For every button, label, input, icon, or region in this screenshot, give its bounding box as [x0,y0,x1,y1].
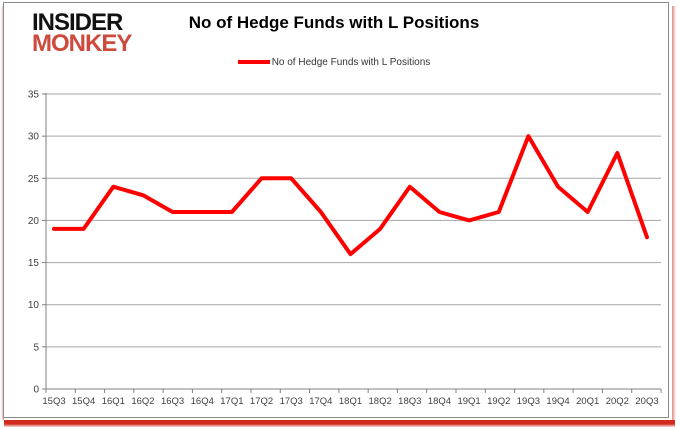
chart-card: INSIDER MONKEY No of Hedge Funds with L … [3,2,669,418]
x-axis-label-17Q3: 17Q3 [280,396,303,407]
x-axis-label-16Q1: 16Q1 [102,396,125,407]
x-axis-label-19Q1: 19Q1 [457,396,480,407]
y-axis-label-5: 5 [33,342,39,353]
page-edge-left [1,6,4,420]
y-axis-label-30: 30 [28,132,40,143]
x-axis-label-20Q2: 20Q2 [606,396,629,407]
x-axis-label-16Q4: 16Q4 [191,396,214,407]
x-axis-label-17Q2: 17Q2 [250,396,273,407]
legend-line-swatch [237,59,270,64]
line-chart-canvas: 0 5 10 15 20 25 30 35 15Q3 15Q4 16Q1 16Q2 16Q3 16Q4 17… [28,90,662,407]
y-axis-label-25: 25 [28,174,40,185]
x-axis-label-16Q2: 16Q2 [131,396,154,407]
x-axis-label-19Q3: 19Q3 [517,396,540,407]
logo-line-insider: INSIDER [32,9,123,36]
x-axis-label-20Q3: 20Q3 [635,396,658,407]
x-axis-label-18Q2: 18Q2 [369,396,392,407]
x-axis-label-16Q3: 16Q3 [161,396,184,407]
x-axis-label-20Q1: 20Q1 [576,396,599,407]
legend-label: No of Hedge Funds with L Positions [271,57,431,68]
chart-title: No of Hedge Funds with L Positions [188,13,480,32]
legend: No of Hedge Funds with L Positions [119,57,549,68]
y-axis-label-0: 0 [33,385,39,396]
page-edge-right [672,6,676,420]
x-axis-label-18Q1: 18Q1 [339,396,362,407]
x-axis-label-17Q1: 17Q1 [220,396,243,407]
y-axis-label-10: 10 [28,300,40,311]
x-axis-label-15Q3: 15Q3 [42,396,65,407]
x-axis-label-18Q3: 18Q3 [398,396,421,407]
x-axis-label-19Q4: 19Q4 [546,396,569,407]
x-axis-label-19Q2: 19Q2 [487,396,510,407]
logo-line-monkey: MONKEY [32,30,132,57]
y-axis-label-15: 15 [28,258,40,269]
y-axis-label-20: 20 [28,216,40,227]
y-axis-label-35: 35 [28,90,40,101]
x-axis-label-18Q4: 18Q4 [428,396,451,407]
series-line-0 [52,134,649,257]
x-axis-label-15Q4: 15Q4 [72,396,95,407]
x-axis-label-17Q4: 17Q4 [309,396,332,407]
page-edge-bottom [4,420,675,427]
insider-monkey-logo: INSIDER MONKEY [32,9,132,57]
